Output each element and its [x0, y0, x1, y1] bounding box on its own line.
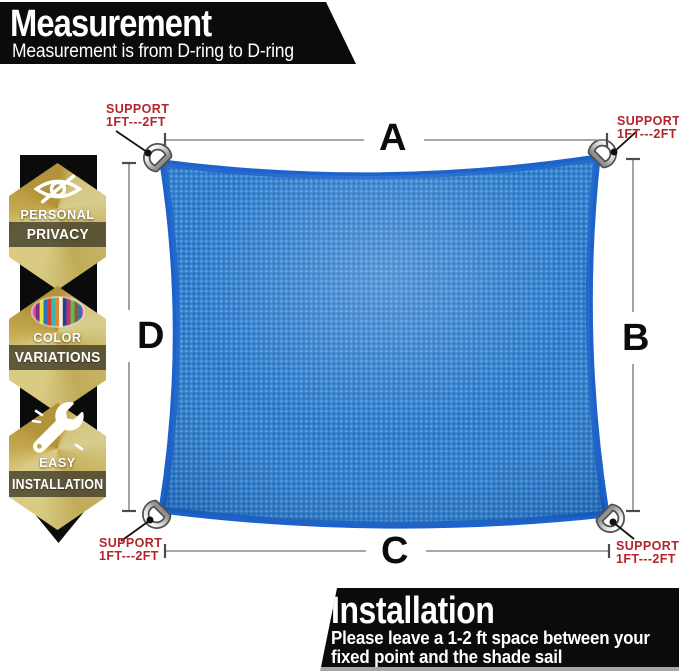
dimension-label-b: B	[622, 317, 650, 359]
badge-easy-installation: EASY INSTALLATION	[9, 401, 106, 530]
d-ring-top-right	[587, 139, 617, 169]
support-label-line1: SUPPORT	[617, 114, 679, 128]
d-ring-top-left	[143, 143, 173, 173]
support-label-line2: 1FT---2FT	[99, 549, 159, 563]
dimension-label-c: C	[381, 530, 409, 572]
support-label-line2: 1FT---2FT	[616, 552, 676, 566]
installation-banner: Installation Please leave a 1-2 ft space…	[321, 588, 679, 667]
installation-banner-title: Installation	[331, 590, 495, 632]
support-label-line1: SUPPORT	[99, 536, 163, 550]
support-label-line2: 1FT---2FT	[617, 127, 677, 141]
badge-line2: INSTALLATION	[11, 475, 104, 493]
support-label-line1: SUPPORT	[106, 102, 170, 116]
support-label-top-right: SUPPORT 1FT---2FT	[617, 115, 679, 141]
measurement-banner: Measurement Measurement is from D-ring t…	[0, 2, 356, 64]
measurement-banner-subtitle: Measurement is from D-ring to D-ring	[12, 41, 294, 62]
support-label-top-left: SUPPORT 1FT---2FT	[106, 103, 169, 129]
support-pointer-bottom-right	[609, 518, 635, 540]
badge-band: VARIATIONS	[9, 345, 106, 370]
wrench-tools-icon	[9, 401, 106, 455]
support-pointer-top-right	[610, 130, 638, 156]
badge-line1: COLOR	[33, 331, 82, 345]
d-ring-bottom-right	[595, 503, 625, 533]
dimension-line-c	[163, 544, 611, 558]
badge-color-variations: COLOR VARIATIONS	[9, 286, 106, 413]
installation-banner-line1: Please leave a 1-2 ft space between your	[331, 628, 650, 648]
color-stripes-icon	[9, 293, 106, 330]
support-label-bottom-left: SUPPORT 1FT---2FT	[99, 537, 162, 563]
dimension-label-a: A	[379, 117, 407, 159]
installation-banner-line2: fixed point and the shade sail	[331, 647, 563, 667]
dimension-line-d	[122, 161, 136, 513]
installation-banner-shadow	[320, 667, 679, 671]
support-pointer-top-left	[115, 130, 152, 157]
dimension-line-b	[626, 157, 640, 513]
badge-line2: PRIVACY	[26, 226, 89, 243]
badge-line1: PERSONAL	[20, 208, 95, 222]
support-label-bottom-right: SUPPORT 1FT---2FT	[616, 540, 679, 566]
support-pointer-bottom-left	[120, 516, 154, 542]
badge-line2: VARIATIONS	[14, 349, 101, 366]
dimension-label-d: D	[137, 315, 165, 357]
badge-band: PRIVACY	[9, 222, 106, 247]
badge-line1: EASY	[39, 456, 76, 470]
badge-band: INSTALLATION	[9, 471, 106, 497]
sail-fabric-sheen	[162, 158, 606, 526]
measurement-banner-title: Measurement	[10, 3, 212, 45]
dimension-line-a	[163, 133, 609, 147]
badge-personal-privacy: PERSONAL PRIVACY	[9, 163, 106, 290]
support-label-line1: SUPPORT	[616, 539, 679, 553]
eye-off-icon	[9, 170, 106, 207]
support-label-line2: 1FT---2FT	[106, 115, 166, 129]
